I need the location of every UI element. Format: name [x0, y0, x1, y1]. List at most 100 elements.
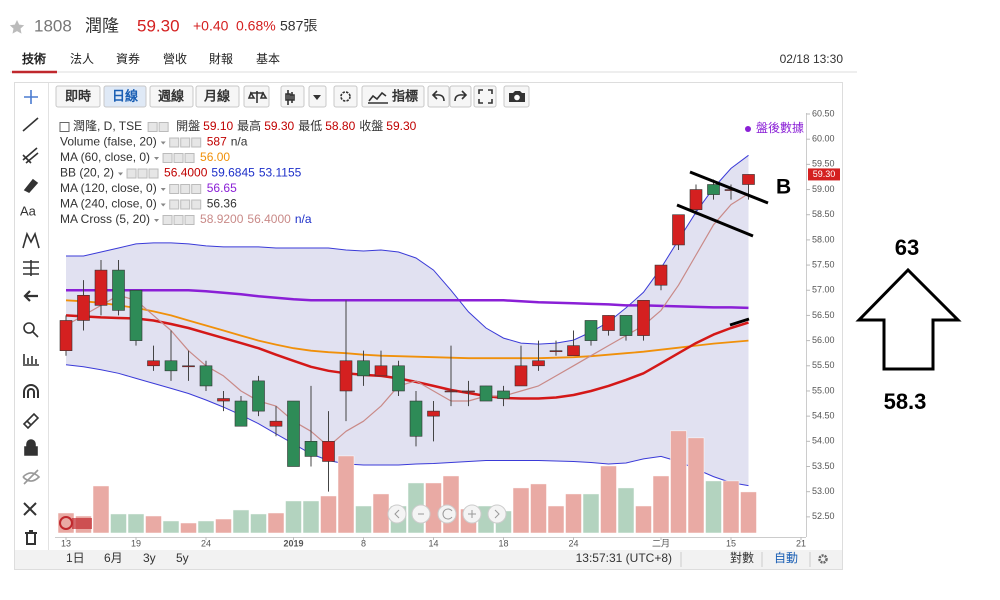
zoom-button[interactable] [437, 504, 457, 524]
tool-delete[interactable] [25, 530, 37, 545]
volume-bar [92, 485, 110, 534]
button-monthly[interactable] [195, 85, 240, 108]
legend-icon[interactable] [184, 215, 195, 225]
button-indicators[interactable] [361, 85, 425, 108]
tool-back[interactable] [23, 290, 38, 302]
log-toggle[interactable]: 對數 [730, 551, 754, 565]
range-button[interactable]: 1日 [66, 551, 85, 565]
legend-icon[interactable] [191, 199, 202, 210]
x-tick-label: 二月 [652, 538, 670, 548]
legend-dropdown[interactable] [160, 188, 166, 191]
legend-icon[interactable] [191, 184, 202, 194]
legend-value: 587 [207, 135, 227, 149]
axes: 52.50 53.00 53.50 54.00 54.50 55.00 55.50 56.00… [61, 108, 840, 548]
tool-magnet[interactable] [23, 384, 39, 398]
legend-icon[interactable] [173, 215, 184, 225]
favorite-star[interactable] [9, 20, 25, 34]
tool-brush[interactable] [23, 178, 39, 193]
after-hours-label[interactable]: 盤後數據 [756, 121, 804, 135]
button-redo[interactable] [449, 85, 472, 108]
tab[interactable]: 營收 [163, 52, 187, 66]
tool-remove[interactable] [23, 502, 37, 516]
legend-icon[interactable] [158, 122, 169, 132]
volume-bar [617, 487, 635, 534]
button-realtime[interactable] [55, 85, 101, 108]
volume-bar [722, 480, 740, 534]
candle-body [532, 360, 545, 367]
legend-icon[interactable] [169, 184, 180, 194]
tool-hide[interactable] [22, 469, 41, 485]
legend-icon[interactable] [173, 153, 184, 163]
tab[interactable]: 技術 [22, 51, 46, 66]
legend-dropdown[interactable] [160, 203, 166, 207]
candle-body [549, 350, 563, 352]
ohlc-value: 58.80 [325, 119, 355, 133]
candle-body [59, 320, 73, 351]
legend-icon[interactable] [180, 199, 191, 210]
drawn-line [729, 317, 750, 327]
candle-body [269, 420, 283, 427]
legend-dropdown[interactable] [154, 157, 160, 160]
tool-crosshair[interactable] [24, 90, 38, 104]
tab[interactable]: 財報 [209, 51, 233, 66]
legend-icon[interactable] [137, 168, 148, 179]
tool-lock-drawing[interactable] [22, 412, 40, 430]
ma-line [65, 314, 749, 400]
volume-bar [145, 515, 162, 534]
candle-body [374, 365, 388, 377]
x-tick-label: 24 [568, 538, 578, 548]
tab[interactable]: 基本 [256, 52, 280, 66]
volume-bar [320, 495, 337, 534]
legend-dropdown[interactable] [118, 172, 124, 176]
tool-zoom[interactable] [23, 322, 35, 334]
button-undo[interactable] [427, 85, 450, 108]
tool-pattern[interactable] [22, 231, 40, 249]
bollinger-lower [65, 364, 749, 487]
range-button[interactable]: 5y [176, 551, 189, 565]
range-button[interactable]: 3y [143, 551, 156, 565]
legend-value: 56.36 [207, 197, 237, 211]
candle-body [672, 214, 685, 246]
zoom-button[interactable] [487, 504, 507, 524]
tool-zoom[interactable] [32, 331, 39, 338]
volume-bar [442, 475, 460, 534]
zoom-button[interactable] [387, 504, 407, 524]
legend-icon[interactable] [191, 137, 202, 148]
button-daily[interactable] [103, 85, 147, 108]
auto-toggle[interactable]: 自動 [774, 551, 798, 565]
candle-body [164, 360, 178, 372]
candle-body [304, 441, 318, 457]
tool-fib[interactable] [22, 147, 39, 164]
icon [340, 91, 351, 102]
legend-icon[interactable] [162, 215, 173, 225]
legend-dropdown[interactable] [154, 219, 160, 222]
range-button[interactable]: 6月 [104, 551, 123, 565]
button-weekly[interactable] [149, 85, 194, 108]
legend-icon[interactable] [169, 137, 180, 148]
tool-text[interactable]: Aa [20, 203, 37, 218]
icon [431, 90, 445, 102]
legend-icon[interactable] [126, 168, 137, 179]
legend-name: MA (240, close, 0) [60, 197, 157, 211]
legend-icon[interactable] [169, 199, 180, 210]
footer-settings[interactable] [818, 554, 828, 564]
legend-icon[interactable] [148, 168, 159, 179]
tab[interactable]: 法人 [70, 52, 94, 66]
tool-trendline[interactable] [22, 117, 39, 132]
button-fullscreen[interactable] [473, 85, 497, 108]
legend-dropdown[interactable] [160, 141, 166, 145]
volume-bar [582, 493, 600, 534]
legend-icon[interactable] [162, 153, 173, 163]
tab[interactable]: 資券 [116, 51, 140, 66]
tool-ruler[interactable] [23, 260, 39, 276]
tool-lock[interactable] [24, 439, 38, 456]
legend-icon[interactable] [147, 122, 158, 132]
button-settings[interactable] [333, 85, 358, 108]
collapse-icon[interactable] [59, 122, 70, 132]
legend-icon[interactable] [184, 153, 195, 163]
footer-bar [15, 550, 842, 569]
tool-measure[interactable] [23, 354, 39, 366]
y-tick-label: 53.00 [812, 486, 835, 496]
legend-icon[interactable] [180, 184, 191, 194]
legend-icon[interactable] [180, 137, 191, 148]
